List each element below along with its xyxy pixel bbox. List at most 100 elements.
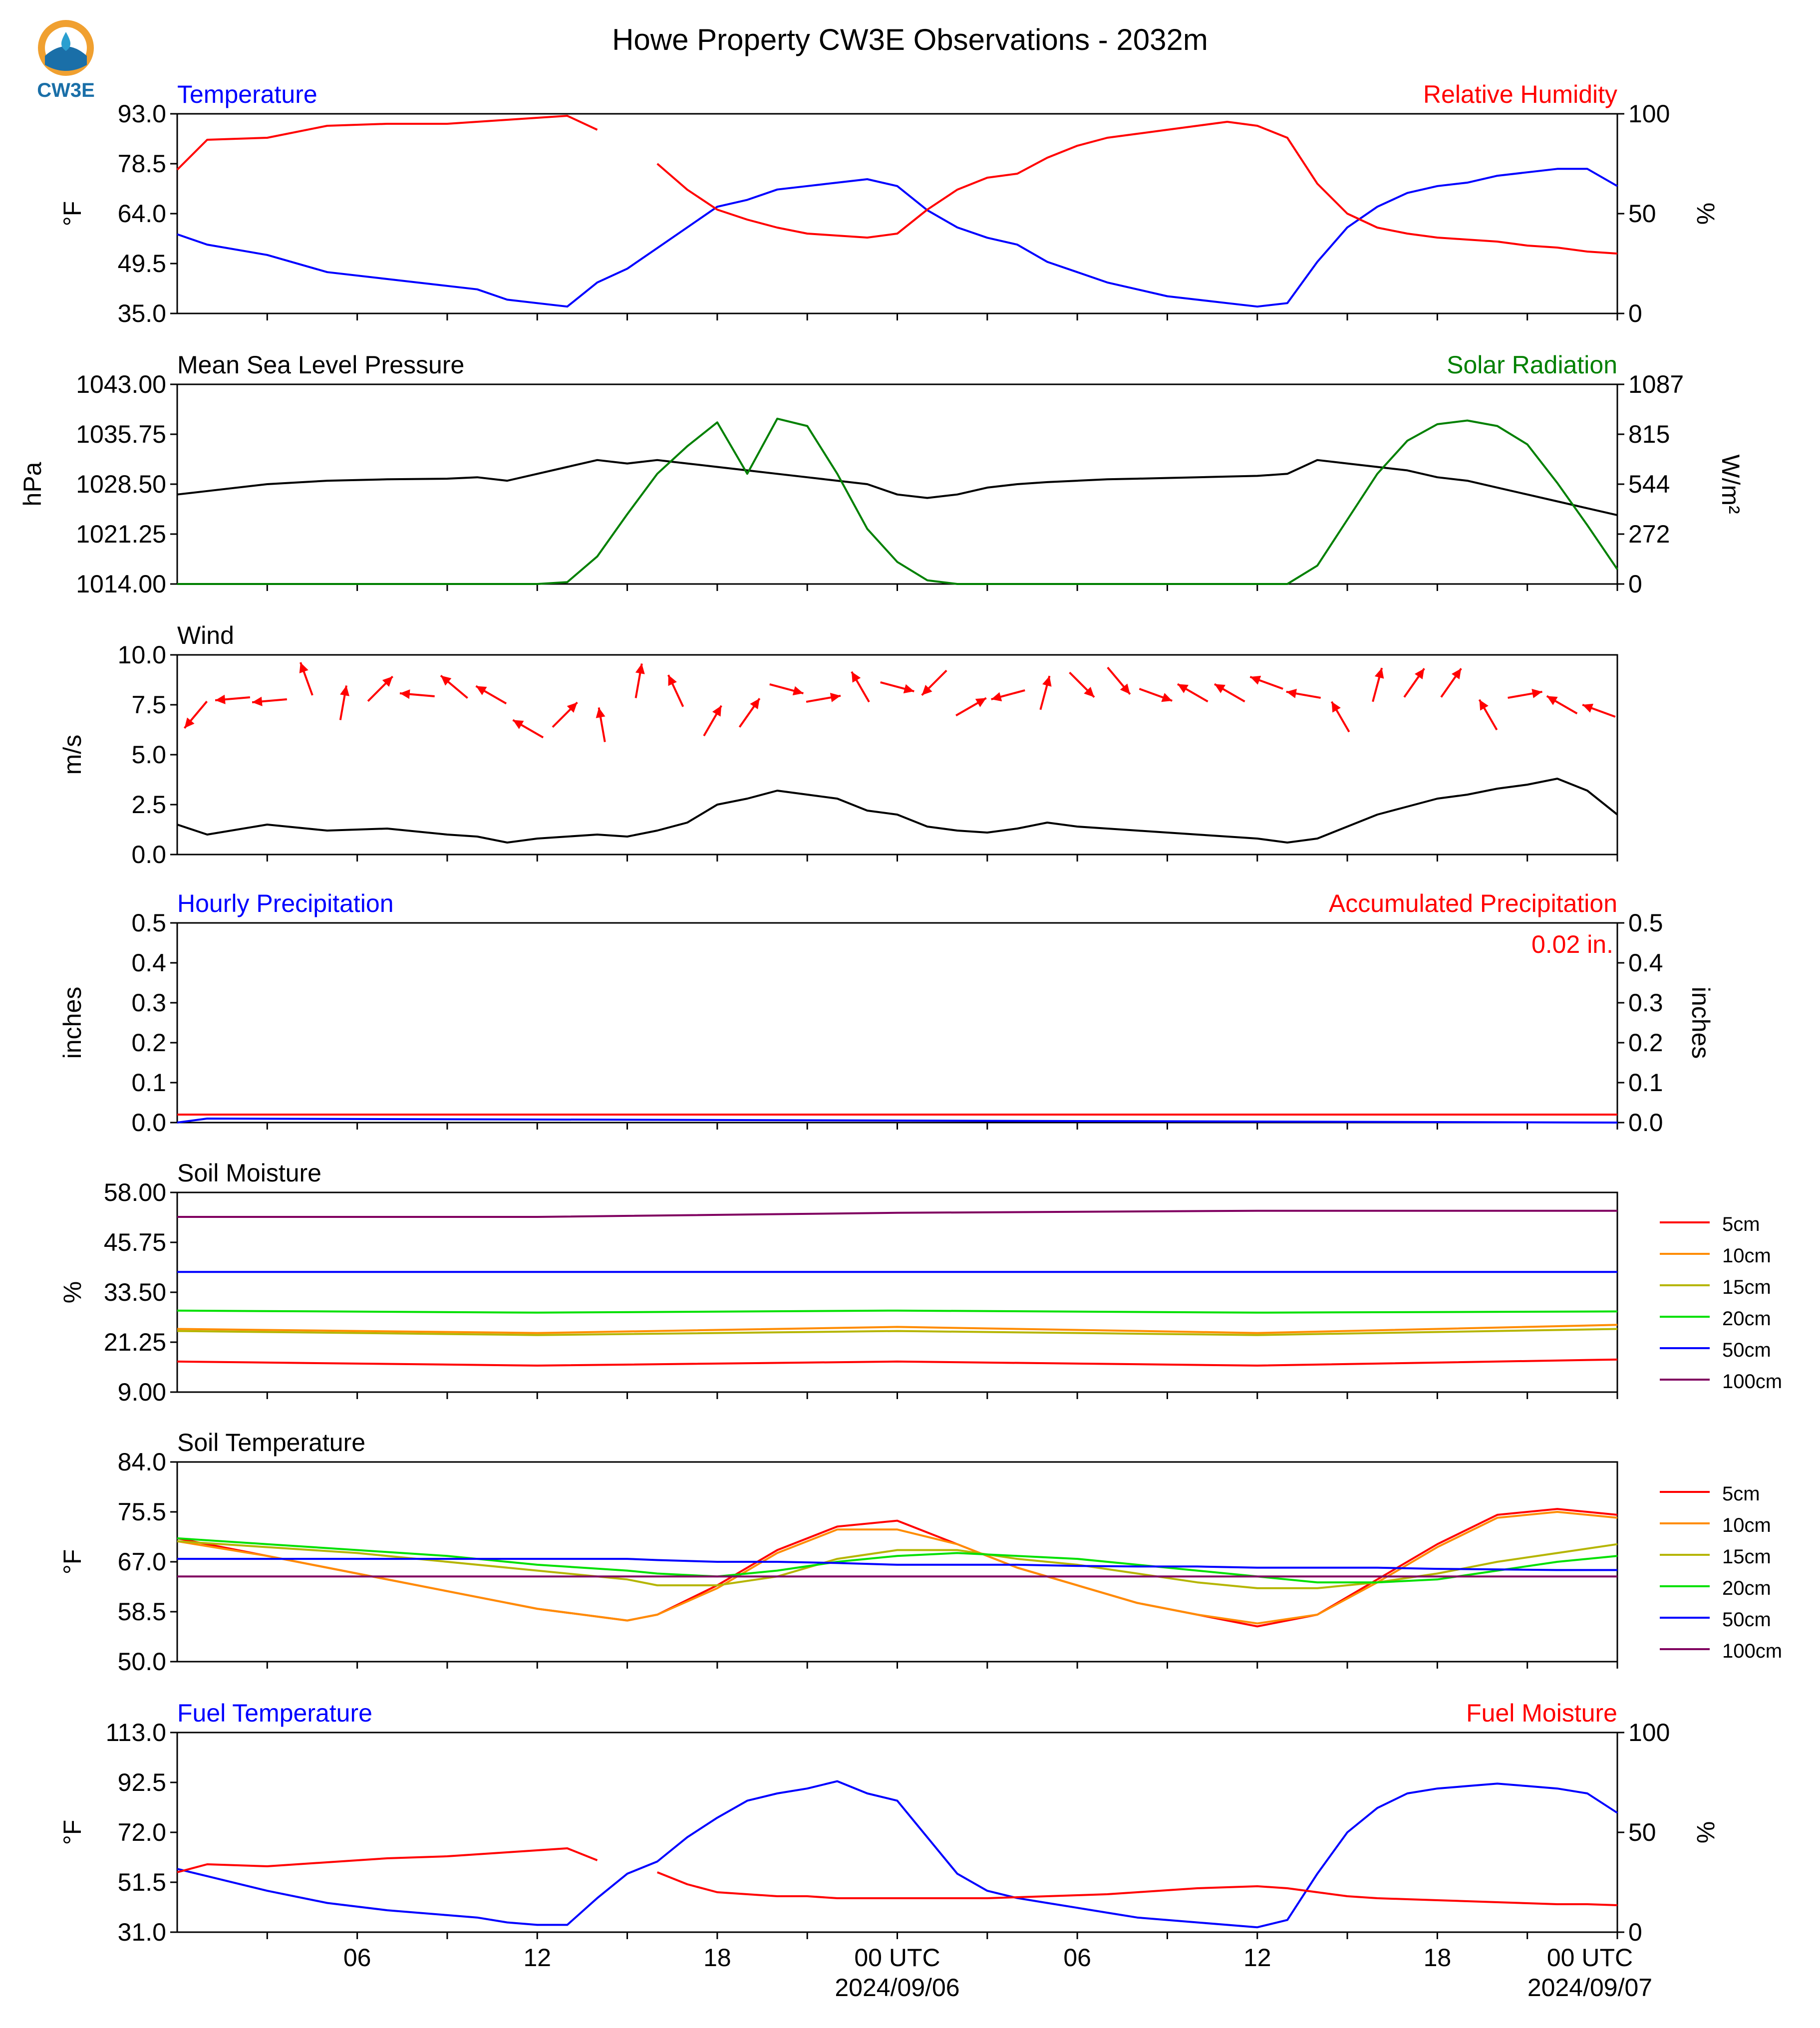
plot-frame <box>176 113 1618 314</box>
y-axis-label: inches <box>58 987 86 1059</box>
y2-tick-label: 0.0 <box>1628 1109 1663 1137</box>
wind-arrow <box>596 707 606 742</box>
wind-arrow <box>1330 701 1350 733</box>
wind-arrow <box>215 694 251 704</box>
y-tick-label: 0.3 <box>131 989 166 1017</box>
wind-arrow <box>1508 688 1542 699</box>
wind-arrow <box>703 705 722 737</box>
wind-arrow-head <box>712 705 722 717</box>
x-tick-label: 06 <box>343 1944 371 1972</box>
y-tick-label: 1028.50 <box>76 470 166 498</box>
legend-label: 10cm <box>1722 1245 1771 1267</box>
y-tick-label: 0.0 <box>131 841 166 869</box>
wind-arrow-head <box>1546 696 1558 705</box>
y2-tick-label: 0 <box>1628 570 1642 598</box>
y2-tick-label: 0.5 <box>1628 909 1663 937</box>
legend-label: 20cm <box>1722 1577 1771 1599</box>
logo-wave-icon <box>45 46 87 71</box>
wind-arrow-head <box>1177 684 1189 693</box>
series-line <box>177 1358 1618 1367</box>
y-axis-label: % <box>58 1281 86 1303</box>
panel-temperature <box>170 113 1624 320</box>
y2-tick-label: 50 <box>1628 1818 1656 1846</box>
series-line <box>177 459 1618 517</box>
y-tick-label: 35.0 <box>118 299 166 327</box>
y-tick-label: 78.5 <box>118 150 166 178</box>
wind-arrow <box>1286 688 1321 699</box>
y2-axis-label: inches <box>1687 987 1715 1059</box>
y-tick-label: 1021.25 <box>76 520 166 548</box>
y-tick-label: 50.0 <box>118 1648 166 1676</box>
series-line <box>177 1209 1617 1218</box>
y-tick-label: 0.0 <box>131 1109 166 1137</box>
wind-arrow <box>1069 671 1095 698</box>
y-tick-label: 45.75 <box>104 1228 166 1256</box>
y-tick-label: 0.1 <box>131 1069 166 1097</box>
y-tick-label: 33.50 <box>104 1278 166 1306</box>
legend-label: 15cm <box>1722 1546 1771 1568</box>
y-tick-label: 75.5 <box>118 1498 166 1526</box>
wind-arrow-head <box>1582 703 1594 713</box>
wind-arrow-head <box>1331 701 1341 713</box>
panel-right-title: Fuel Moisture <box>1466 1699 1617 1727</box>
panel-title: Hourly Precipitation <box>177 889 394 917</box>
y-tick-label: 51.5 <box>118 1868 166 1896</box>
y-tick-label: 1014.00 <box>76 570 166 598</box>
panel-title: Mean Sea Level Pressure <box>177 351 464 379</box>
y2-tick-label: 0 <box>1628 299 1642 327</box>
wind-arrow <box>1249 675 1283 690</box>
plot-frame <box>176 654 1618 856</box>
wind-arrow-head <box>1479 699 1489 711</box>
panel-soil_temperature <box>170 1461 1710 1669</box>
series-line <box>177 1558 1617 1571</box>
y-tick-label: 21.25 <box>104 1328 166 1356</box>
wind-arrow-head <box>513 720 524 729</box>
panel-title: Fuel Temperature <box>177 1699 372 1727</box>
wind-arrow-head <box>903 684 914 694</box>
x-tick-label: 18 <box>1424 1944 1452 1972</box>
plot-frame <box>176 922 1618 1124</box>
y-tick-label: 92.5 <box>118 1768 166 1796</box>
panel-precipitation <box>170 922 1624 1130</box>
y-tick-label: 5.0 <box>131 741 166 769</box>
wind-arrow <box>1372 667 1384 702</box>
legend-label: 100cm <box>1722 1371 1782 1393</box>
y2-axis-label: W/m² <box>1717 454 1745 514</box>
y-tick-label: 84.0 <box>118 1448 166 1476</box>
series-line <box>177 168 1618 308</box>
y-axis-label: °F <box>58 201 86 227</box>
wind-arrow-head <box>1214 684 1225 693</box>
wind-arrow <box>806 692 841 703</box>
wind-arrow <box>1582 703 1616 718</box>
wind-arrow-head <box>830 692 841 702</box>
wind-arrow <box>1039 675 1052 710</box>
y-tick-label: 64.0 <box>118 200 166 228</box>
series-line <box>177 1540 1618 1589</box>
wind-arrow-head <box>340 685 349 696</box>
series-line <box>177 1328 1618 1336</box>
panel-title: Soil Temperature <box>177 1429 365 1456</box>
y2-tick-label: 0.4 <box>1628 949 1663 977</box>
plot-frame <box>176 1732 1618 1933</box>
figure-title: Howe Property CW3E Observations - 2032m <box>612 23 1208 56</box>
wind-arrow-head <box>668 675 677 686</box>
wind-arrow <box>1213 683 1245 703</box>
y-tick-label: 7.5 <box>131 691 166 719</box>
wind-arrow-head <box>184 717 195 728</box>
logo-text: CW3E <box>37 79 95 101</box>
series-line <box>177 1118 1618 1124</box>
wind-arrow <box>667 674 684 707</box>
wind-arrow-head <box>596 707 606 718</box>
wind-arrow <box>955 697 987 717</box>
y2-tick-label: 100 <box>1628 100 1670 128</box>
wind-arrow <box>1177 683 1209 703</box>
wind-arrow-head <box>1374 668 1384 679</box>
y-tick-label: 113.0 <box>106 1719 166 1746</box>
y2-tick-label: 100 <box>1628 1719 1670 1746</box>
panel-title: Soil Moisture <box>177 1159 321 1187</box>
panel-title: Wind <box>177 621 234 649</box>
legend-label: 5cm <box>1722 1213 1760 1235</box>
wind-arrow-head <box>1286 688 1297 698</box>
wind-arrow-head <box>1451 668 1462 680</box>
